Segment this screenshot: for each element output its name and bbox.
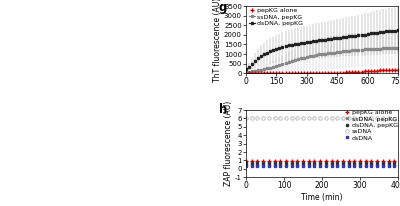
Text: g: g: [219, 1, 227, 14]
Text: h: h: [219, 103, 227, 116]
X-axis label: Time (min): Time (min): [301, 193, 343, 202]
Y-axis label: ZAP fluorescence (AU): ZAP fluorescence (AU): [224, 101, 234, 186]
Y-axis label: ThT fluorescence (AU): ThT fluorescence (AU): [214, 0, 222, 82]
Legend: pepKG alone, ssDNA, pepKG, dsDNA, pepKG, ssDNA, dsDNA: pepKG alone, ssDNA, pepKG, dsDNA, pepKG,…: [344, 110, 398, 140]
Legend: pepKG alone, ssDNA, pepKG, dsDNA, pepKG: pepKG alone, ssDNA, pepKG, dsDNA, pepKG: [249, 8, 303, 26]
